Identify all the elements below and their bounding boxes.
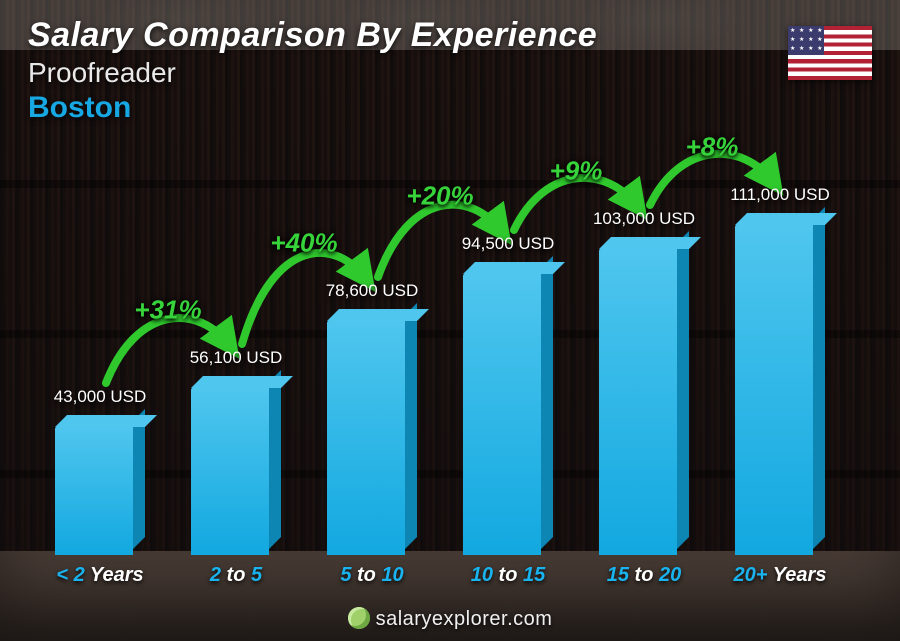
category-post: 10 [381, 564, 403, 586]
value-label: 111,000 USD [730, 185, 830, 205]
category-pre: 15 [607, 564, 629, 586]
category-mid: to [351, 564, 381, 586]
value-label: 78,600 USD [326, 281, 419, 301]
bar-top [599, 237, 701, 249]
pct-badge: +8% [686, 132, 739, 163]
bar-top [735, 213, 837, 225]
category-mid: to [629, 564, 659, 586]
bar-top [191, 376, 293, 388]
footer: salaryexplorer.com [0, 607, 900, 631]
bar-front [191, 388, 269, 555]
bar-top [327, 309, 429, 321]
value-label: 94,500 USD [462, 234, 555, 254]
bar [735, 225, 825, 555]
bar-side [677, 231, 689, 549]
category-post: 20 [659, 564, 681, 586]
category-pre: < 2 [56, 564, 84, 586]
category-post: 15 [523, 564, 545, 586]
value-label: 56,100 USD [190, 348, 283, 368]
value-label: 103,000 USD [593, 209, 695, 229]
bar [327, 321, 417, 555]
footer-text: salaryexplorer.com [376, 608, 553, 630]
globe-icon [348, 607, 370, 629]
category-pre: 5 [340, 564, 351, 586]
bar [599, 249, 689, 555]
category-pre: 10 [471, 564, 493, 586]
bar-front [463, 274, 541, 555]
bar [191, 388, 281, 555]
pct-badge: +40% [270, 228, 337, 259]
bar [463, 274, 553, 555]
chart-stage: Salary Comparison By Experience Proofrea… [0, 0, 900, 641]
bar [55, 427, 145, 555]
title-block: Salary Comparison By Experience Proofrea… [28, 16, 597, 125]
category-label: 15 to 20 [607, 564, 682, 587]
category-post: 5 [251, 564, 262, 586]
category-label: 10 to 15 [471, 564, 546, 587]
bar-chart: 43,000 USD< 2 Years56,100 USD2 to 578,60… [30, 170, 850, 581]
bar-top [55, 415, 157, 427]
chart-location: Boston [28, 91, 597, 125]
bar-side [269, 370, 281, 549]
category-mid: to [221, 564, 251, 586]
category-post: Years [773, 564, 827, 586]
bar-front [55, 427, 133, 555]
bar-top [463, 262, 565, 274]
category-label: < 2 Years [56, 564, 143, 587]
chart-title: Salary Comparison By Experience [28, 16, 597, 55]
pct-badge: +20% [406, 181, 473, 212]
bar-slot: 111,000 USD20+ Years [712, 170, 848, 581]
value-label: 43,000 USD [54, 387, 147, 407]
chart-subtitle: Proofreader [28, 57, 597, 89]
bar-side [133, 409, 145, 549]
bar-slot: 94,500 USD10 to 15 [440, 170, 576, 581]
category-mid: to [493, 564, 523, 586]
category-pre: 20+ [734, 564, 768, 586]
bar-front [327, 321, 405, 555]
bar-slot: 103,000 USD15 to 20 [576, 170, 712, 581]
bar-front [735, 225, 813, 555]
category-label: 2 to 5 [210, 564, 262, 587]
category-label: 5 to 10 [340, 564, 403, 587]
category-label: 20+ Years [734, 564, 827, 587]
bar-side [405, 303, 417, 549]
bar-side [541, 256, 553, 549]
flag-icon [788, 26, 872, 80]
bar-side [813, 207, 825, 549]
bar-front [599, 249, 677, 555]
category-pre: 2 [210, 564, 221, 586]
category-post: Years [90, 564, 144, 586]
bar-slot: 43,000 USD< 2 Years [32, 170, 168, 581]
pct-badge: +31% [134, 295, 201, 326]
pct-badge: +9% [550, 156, 603, 187]
